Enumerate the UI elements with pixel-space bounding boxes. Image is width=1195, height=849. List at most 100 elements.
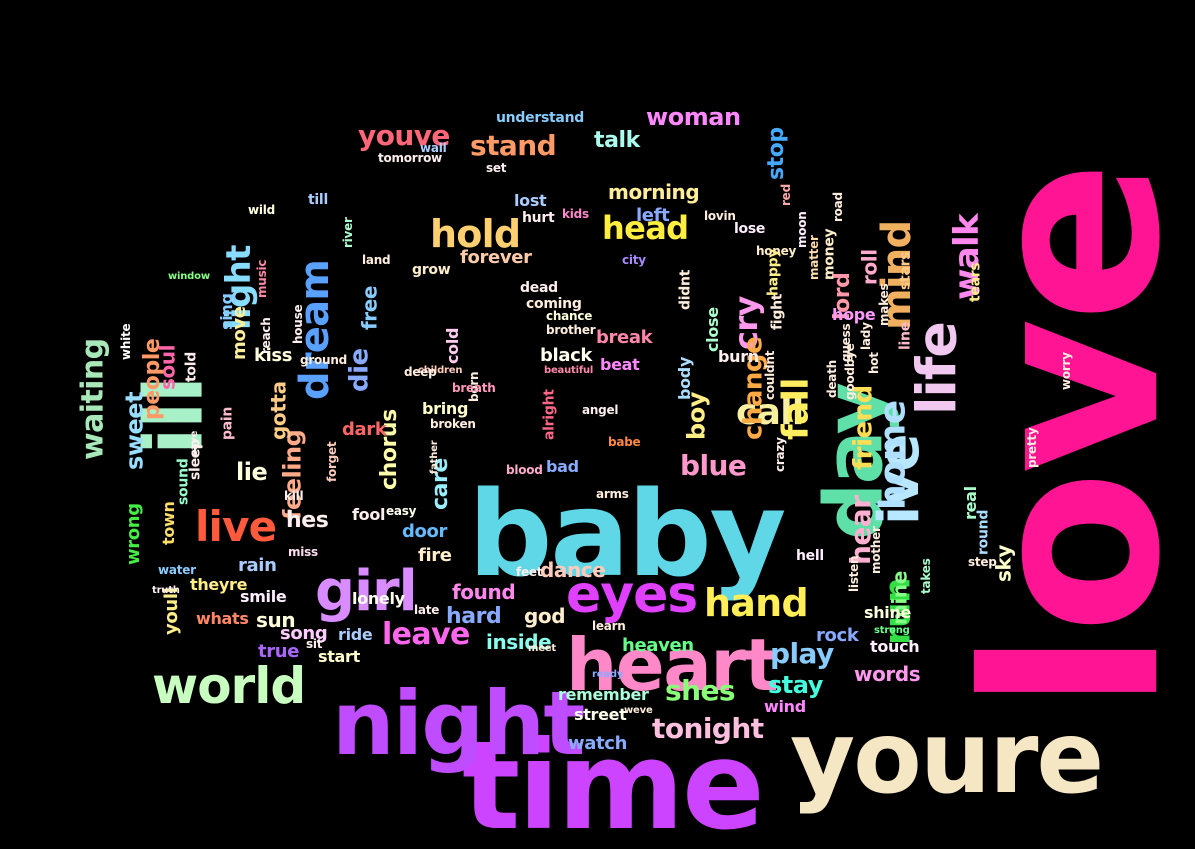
word-23: fall: [775, 378, 817, 440]
word-36: woman: [646, 103, 741, 132]
word-100: shine: [864, 602, 912, 622]
word-9: life: [905, 322, 969, 415]
word-142: babe: [608, 435, 641, 450]
word-3: baby: [468, 465, 786, 604]
word-91: lonely: [352, 588, 405, 608]
word-173: late: [414, 603, 440, 618]
word-115: line: [897, 322, 914, 350]
word-21: head: [602, 208, 689, 247]
word-122: didnt: [677, 269, 694, 310]
word-68: break: [596, 327, 653, 349]
word-126: sound: [175, 458, 192, 505]
word-89: start: [318, 646, 360, 666]
word-166: step: [968, 555, 997, 570]
word-4: night: [332, 671, 585, 775]
word-123: kill: [284, 489, 304, 504]
word-35: youve: [358, 119, 450, 153]
word-183: death: [825, 360, 840, 398]
word-1: time: [462, 715, 765, 849]
word-147: beautiful: [544, 364, 594, 376]
word-120: white: [119, 323, 134, 360]
word-128: moon: [795, 211, 810, 248]
word-158: river: [341, 217, 356, 248]
word-88: ride: [338, 624, 373, 644]
word-108: cold: [442, 327, 462, 364]
word-179: broken: [430, 417, 476, 432]
word-170: meet: [528, 642, 556, 654]
word-53: talk: [594, 127, 640, 153]
word-90: true: [258, 641, 300, 663]
word-163: pretty: [1025, 427, 1040, 468]
word-177: father: [428, 440, 440, 474]
word-55: morning: [608, 179, 700, 204]
word-127: matter: [807, 235, 822, 280]
word-151: truth: [152, 584, 180, 596]
word-29: blue: [680, 449, 747, 483]
word-72: street: [574, 704, 627, 724]
word-124: pain: [219, 406, 236, 440]
word-22: call: [736, 392, 804, 434]
word-102: hell: [796, 547, 824, 564]
word-57: found: [452, 579, 516, 604]
word-84: wrong: [123, 503, 145, 565]
word-83: sing: [216, 293, 236, 330]
word-175: save: [188, 430, 200, 456]
word-113: tears: [967, 262, 984, 302]
word-106: close: [702, 307, 722, 352]
word-34: tonight: [652, 712, 764, 746]
word-42: gotta: [266, 381, 291, 440]
word-10: eyes: [566, 565, 698, 626]
word-165: listen: [847, 555, 862, 592]
word-59: god: [524, 603, 566, 628]
word-101: touch: [870, 636, 920, 656]
word-132: tomorrow: [378, 151, 442, 166]
word-137: alright: [541, 389, 558, 440]
word-150: water: [158, 563, 196, 578]
word-153: ground: [300, 353, 347, 368]
word-107: burn: [718, 346, 759, 366]
word-167: takes: [919, 558, 934, 594]
word-28: leave: [382, 617, 470, 653]
word-14: live: [195, 501, 277, 551]
word-20: hold: [430, 211, 521, 256]
word-33: stay: [768, 671, 823, 700]
word-172: ready: [592, 668, 624, 680]
word-140: arms: [596, 487, 629, 502]
word-149: feet: [516, 565, 543, 580]
word-79: lost: [514, 190, 547, 210]
word-12: world: [152, 657, 306, 715]
word-184: couldnt: [763, 350, 778, 400]
word-105: fool: [352, 504, 386, 524]
word-11: girl: [315, 559, 418, 625]
word-58: hard: [446, 603, 502, 629]
word-111: till: [308, 191, 328, 208]
word-114: stars: [897, 251, 914, 290]
word-180: breath: [452, 381, 496, 396]
word-52: lie: [236, 458, 268, 487]
word-5: heart: [566, 622, 779, 707]
word-116: money: [821, 228, 838, 280]
word-70: heaven: [622, 635, 694, 657]
word-159: makes: [877, 283, 892, 326]
word-78: forever: [460, 247, 532, 269]
word-131: real: [960, 486, 980, 520]
word-41: feeling: [278, 429, 307, 520]
word-87: song: [280, 623, 328, 645]
word-155: house: [291, 304, 306, 344]
word-157: window: [168, 270, 210, 282]
word-152: music: [255, 259, 270, 298]
word-51: hes: [286, 507, 329, 533]
word-182: goodbye: [843, 343, 858, 400]
word-118: easy: [386, 504, 417, 519]
word-171: weve: [624, 704, 653, 716]
word-109: body: [674, 356, 694, 400]
word-67: black: [540, 345, 593, 367]
word-136: miss: [288, 545, 318, 560]
word-54: stop: [763, 127, 789, 180]
word-61: sun: [256, 607, 296, 632]
word-148: blood: [506, 463, 543, 478]
word-103: beat: [600, 354, 640, 374]
word-181: mother: [869, 526, 884, 574]
word-50: soul: [155, 344, 180, 390]
word-95: understand: [496, 109, 585, 126]
